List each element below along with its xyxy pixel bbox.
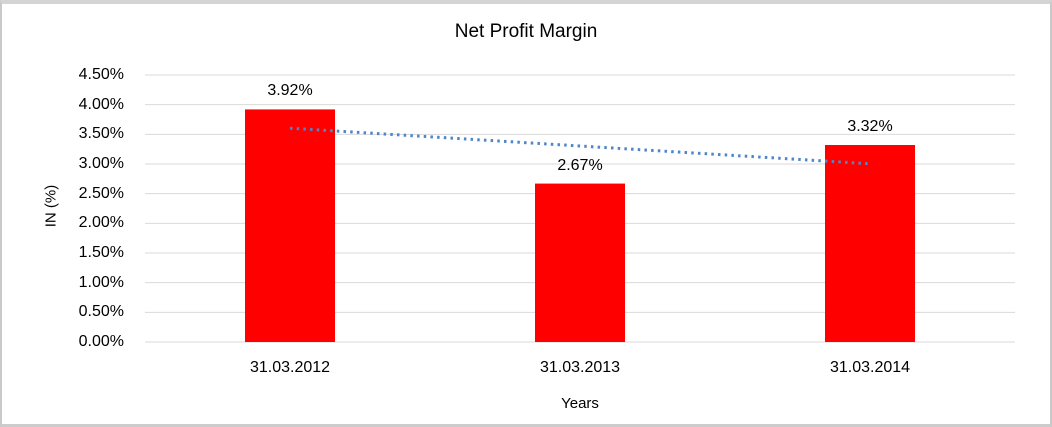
- bar: [245, 109, 335, 342]
- x-category-label: 31.03.2013: [539, 359, 621, 376]
- y-tick-label: 3.00%: [78, 155, 124, 172]
- chart-title: Net Profit Margin: [454, 21, 598, 42]
- trendline: [289, 126, 871, 166]
- y-tick-label: 0.50%: [78, 303, 124, 321]
- y-tick-label: 4.00%: [78, 95, 124, 113]
- plot-area: [145, 74, 1015, 343]
- bar: [535, 183, 625, 342]
- bar: [825, 145, 915, 342]
- y-tick-label: 2.50%: [78, 184, 124, 202]
- bar-data-label: 3.32%: [847, 118, 893, 135]
- bar-data-label: 3.92%: [267, 82, 313, 100]
- y-tick-label: 2.00%: [78, 214, 124, 232]
- x-axis-title: Years: [561, 395, 599, 412]
- x-category-label: 31.03.2014: [829, 359, 911, 376]
- y-tick-label: 1.50%: [78, 244, 124, 261]
- x-category-label: 31.03.2012: [249, 359, 331, 376]
- y-tick-label: 1.00%: [78, 273, 124, 291]
- y-tick-label: 3.50%: [78, 125, 124, 143]
- bar-data-label: 2.67%: [557, 156, 603, 174]
- y-tick-label: 4.50%: [78, 66, 124, 83]
- y-tick-label: 0.00%: [78, 333, 124, 350]
